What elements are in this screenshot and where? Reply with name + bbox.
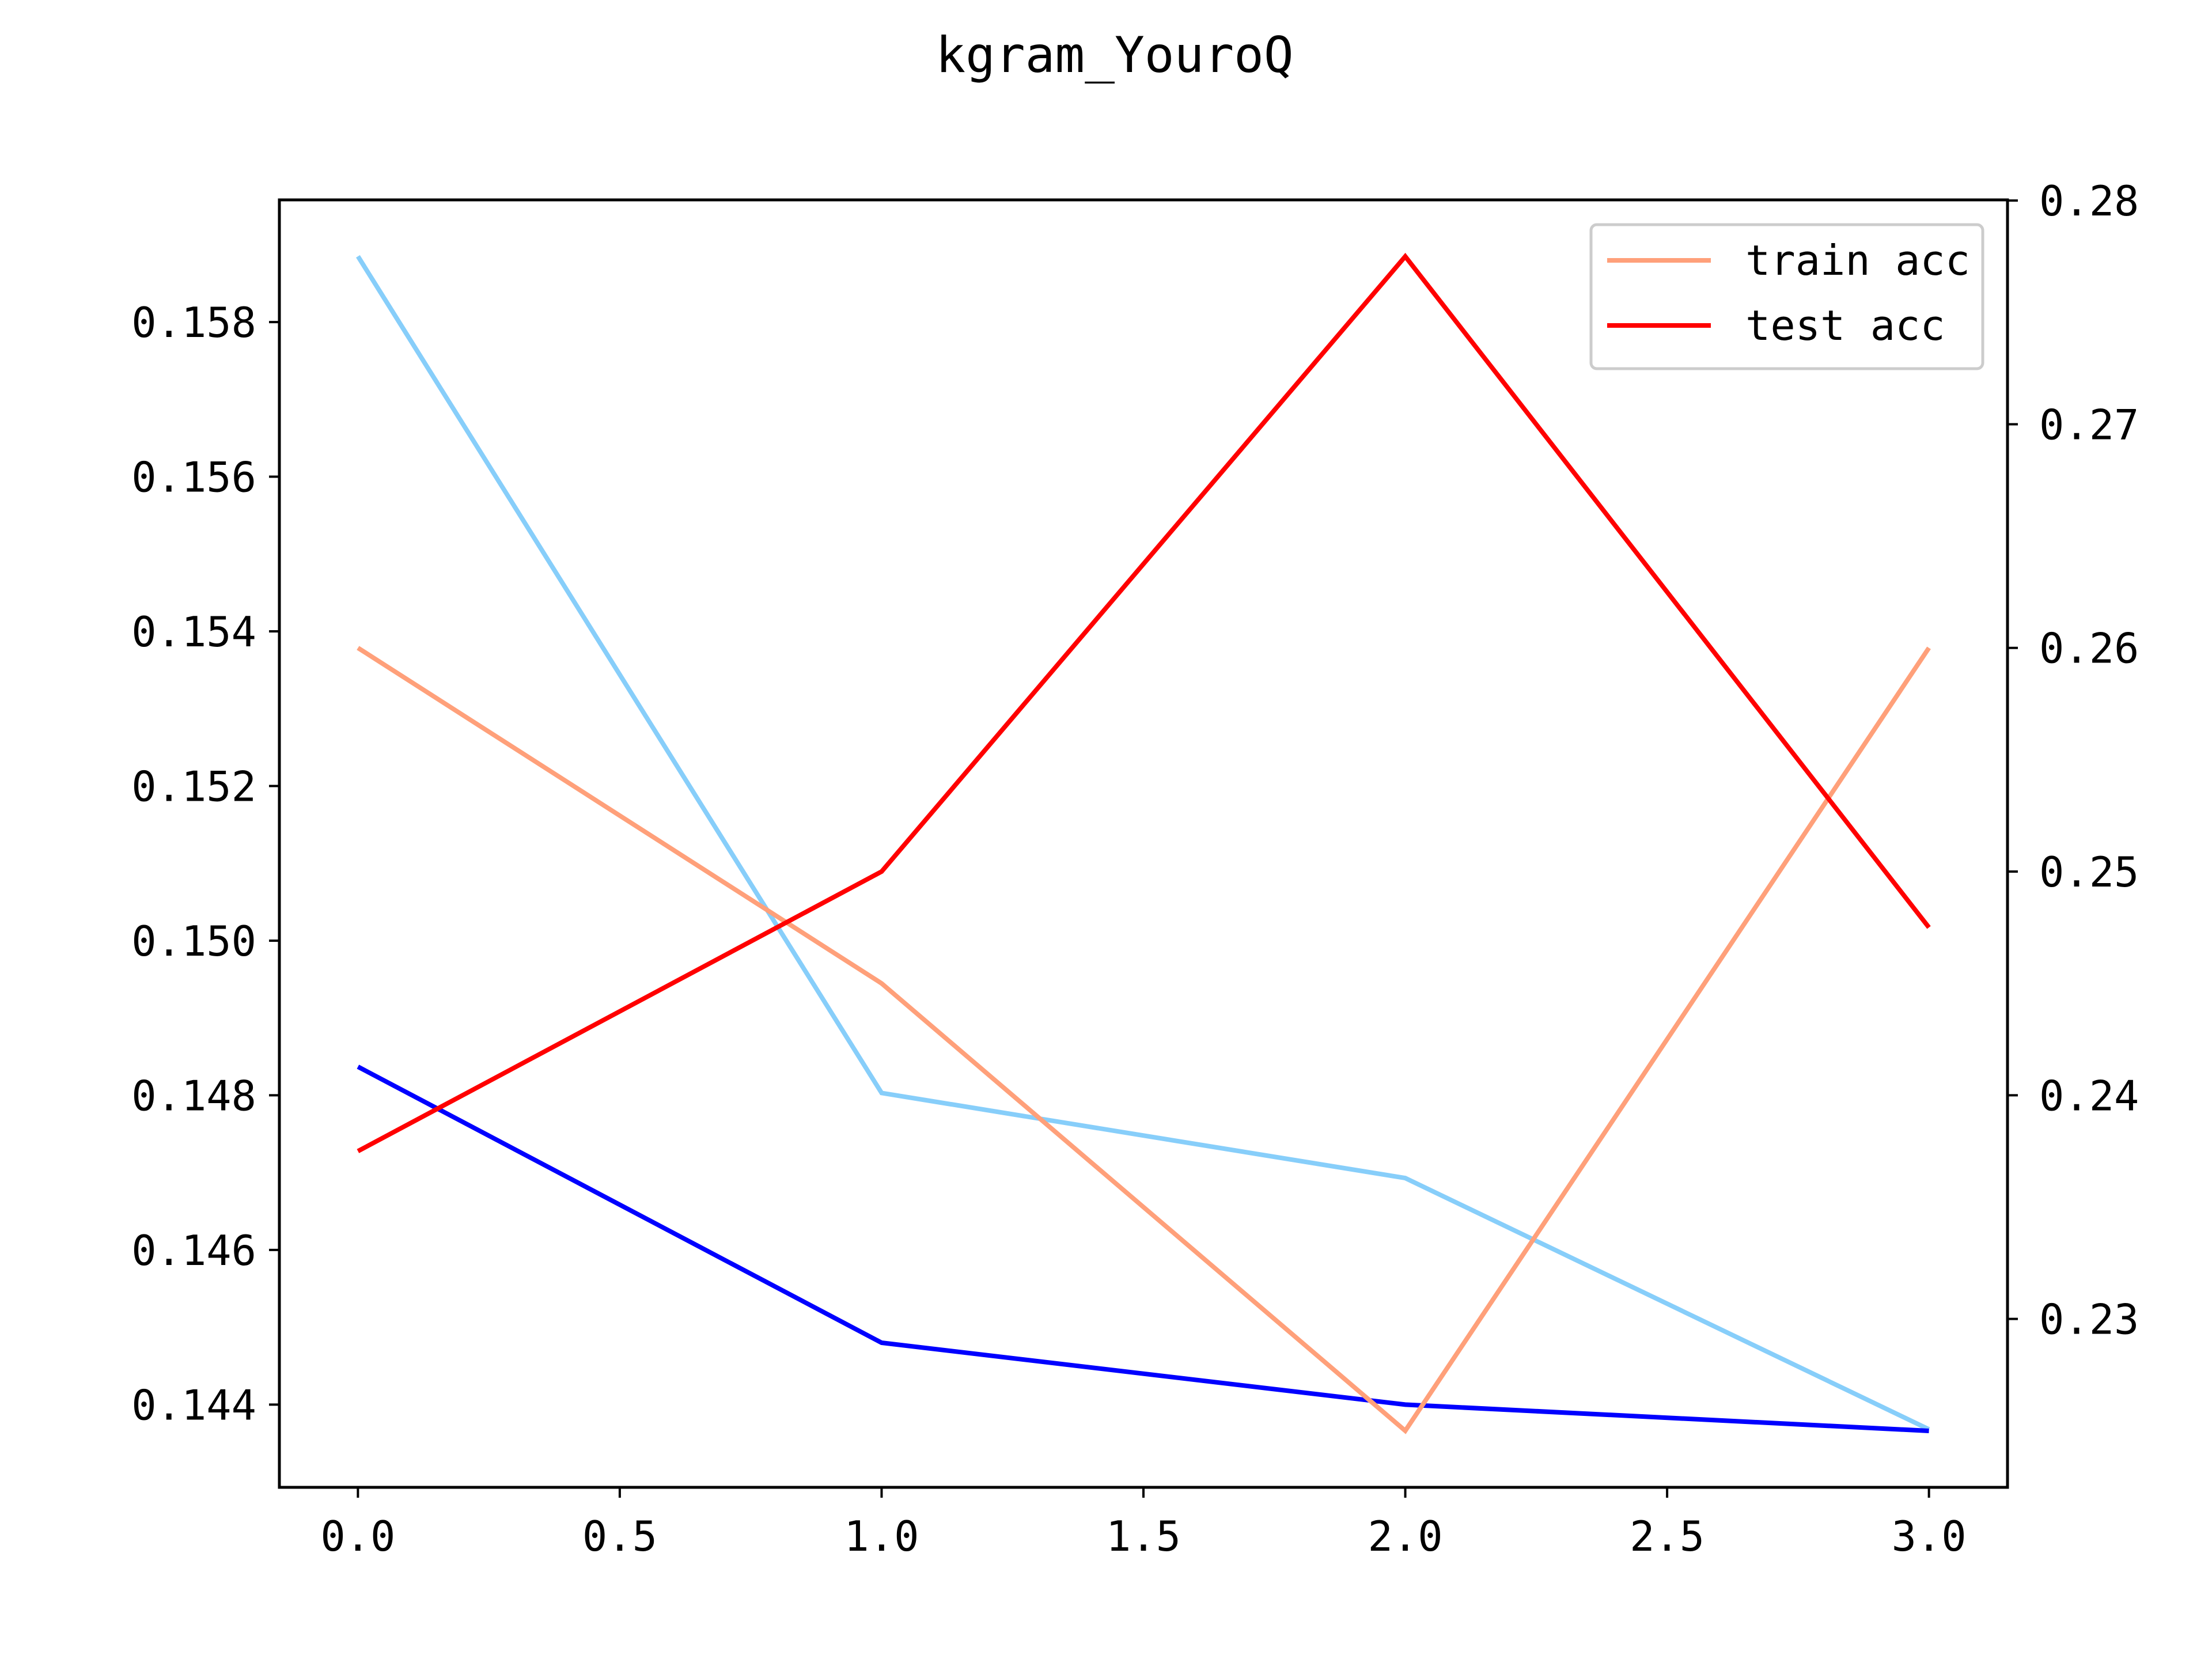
x-tick-label: 2.0 (1368, 1512, 1443, 1560)
chart-title: kgram_YouroQ (935, 26, 1293, 84)
series-line-train-loss (356, 255, 1930, 1431)
right-y-tick-label: 0.28 (2039, 177, 2139, 225)
legend-label-train-acc: train acc (1745, 236, 1970, 285)
x-tick-label: 3.0 (1892, 1512, 1967, 1560)
legend: train acc test acc (1589, 223, 1984, 370)
left-y-tick-label: 0.156 (131, 453, 256, 502)
left-y-tick-label: 0.154 (131, 608, 256, 656)
legend-label-test-acc: test acc (1745, 301, 1945, 350)
series-layer (356, 252, 1931, 1434)
x-tick-label: 1.5 (1106, 1512, 1181, 1560)
left-y-tick-label: 0.144 (131, 1381, 256, 1429)
left-y-tick-label: 0.152 (131, 762, 256, 810)
left-y-tick-label: 0.148 (131, 1071, 256, 1120)
right-y-tick-label: 0.26 (2039, 624, 2139, 673)
left-y-tick-label: 0.158 (131, 298, 256, 347)
right-y-tick-label: 0.24 (2039, 1071, 2139, 1120)
right-y-tick-label: 0.25 (2039, 848, 2139, 896)
x-tick-label: 2.5 (1630, 1512, 1705, 1560)
right-y-tick-label: 0.23 (2039, 1296, 2139, 1344)
series-line-train-acc (357, 646, 1931, 1434)
series-line-test-loss (357, 1065, 1929, 1433)
plot-area-frame (278, 198, 2009, 1489)
axes-layer: 0.0 0.5 1.0 1.5 2.0 2.5 3.0 0.144 0.146 0.148 0.15… (131, 177, 2139, 1560)
left-y-tick-label: 0.150 (131, 917, 256, 965)
right-y-tick-label: 0.27 (2039, 400, 2139, 449)
x-tick-label: 1.0 (844, 1512, 919, 1560)
x-tick-label: 0.0 (320, 1512, 395, 1560)
series-line-test-acc (357, 252, 1931, 1153)
x-tick-label: 0.5 (582, 1512, 657, 1560)
left-y-tick-label: 0.146 (131, 1226, 256, 1275)
